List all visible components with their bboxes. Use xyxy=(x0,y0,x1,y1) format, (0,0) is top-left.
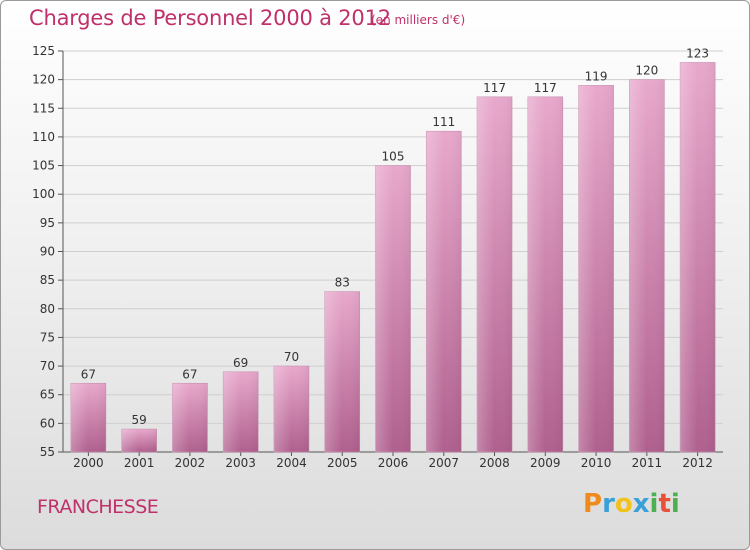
x-tick-label: 2004 xyxy=(276,456,307,470)
proxiti-logo: Proxiti xyxy=(583,489,680,519)
x-tick-label: 2002 xyxy=(175,456,206,470)
y-tick-label: 70 xyxy=(40,359,55,373)
data-label: 105 xyxy=(382,150,405,164)
data-label: 119 xyxy=(585,69,608,83)
bar-sheen xyxy=(477,96,513,452)
x-tick-label: 2000 xyxy=(73,456,104,470)
data-label: 67 xyxy=(182,367,197,381)
data-label: 67 xyxy=(81,367,96,381)
x-tick-label: 2006 xyxy=(378,456,409,470)
data-label: 117 xyxy=(534,81,557,95)
y-tick-label: 120 xyxy=(32,73,55,87)
x-tick-label: 2011 xyxy=(632,456,663,470)
y-tick-label: 75 xyxy=(40,330,55,344)
y-tick-label: 90 xyxy=(40,245,55,259)
bar-sheen xyxy=(629,79,665,453)
y-tick-label: 65 xyxy=(40,388,55,402)
logo-letter: i xyxy=(670,489,680,519)
bar-sheen xyxy=(70,383,106,452)
logo-letter: r xyxy=(602,489,615,519)
chart-unit-note: (en milliers d'€) xyxy=(371,13,466,27)
bar-sheen xyxy=(578,85,614,452)
bar-sheen xyxy=(680,62,716,452)
bar-sheen xyxy=(172,383,208,452)
data-label: 111 xyxy=(432,115,455,129)
y-tick-label: 105 xyxy=(32,159,55,173)
y-tick-label: 85 xyxy=(40,273,55,287)
bar-sheen xyxy=(426,131,462,452)
data-label: 83 xyxy=(335,276,350,290)
x-tick-label: 2009 xyxy=(530,456,561,470)
bar-sheen xyxy=(324,291,360,452)
logo-letter: P xyxy=(583,489,603,519)
x-tick-label: 2001 xyxy=(124,456,155,470)
data-label: 70 xyxy=(284,350,299,364)
y-tick-label: 110 xyxy=(32,130,55,144)
data-label: 69 xyxy=(233,356,248,370)
y-tick-label: 100 xyxy=(32,187,55,201)
bar-sheen xyxy=(375,165,411,453)
x-tick-label: 2007 xyxy=(428,456,459,470)
logo-letter: i xyxy=(649,489,659,519)
commune-name: FRANCHESSE xyxy=(37,496,159,518)
x-tick-label: 2008 xyxy=(479,456,510,470)
logo-letter: o xyxy=(614,489,633,519)
y-tick-label: 125 xyxy=(32,44,55,58)
data-label: 117 xyxy=(483,81,506,95)
x-tick-label: 2005 xyxy=(327,456,358,470)
x-tick-label: 2010 xyxy=(581,456,612,470)
x-tick-label: 2003 xyxy=(225,456,256,470)
logo-letter: x xyxy=(632,489,650,519)
data-label: 123 xyxy=(686,46,709,60)
bar-sheen xyxy=(527,96,563,452)
data-label: 120 xyxy=(635,64,658,78)
bar-sheen xyxy=(273,366,309,452)
chart-title: Charges de Personnel 2000 à 2012 xyxy=(29,6,391,30)
y-tick-label: 80 xyxy=(40,302,55,316)
y-tick-label: 60 xyxy=(40,416,55,430)
bar-sheen xyxy=(121,429,157,452)
y-tick-label: 115 xyxy=(32,101,55,115)
y-tick-label: 95 xyxy=(40,216,55,230)
logo-letter: t xyxy=(658,489,671,519)
bar-sheen xyxy=(223,371,259,452)
data-label: 59 xyxy=(132,413,147,427)
y-tick-label: 55 xyxy=(40,445,55,459)
x-tick-label: 2012 xyxy=(682,456,713,470)
